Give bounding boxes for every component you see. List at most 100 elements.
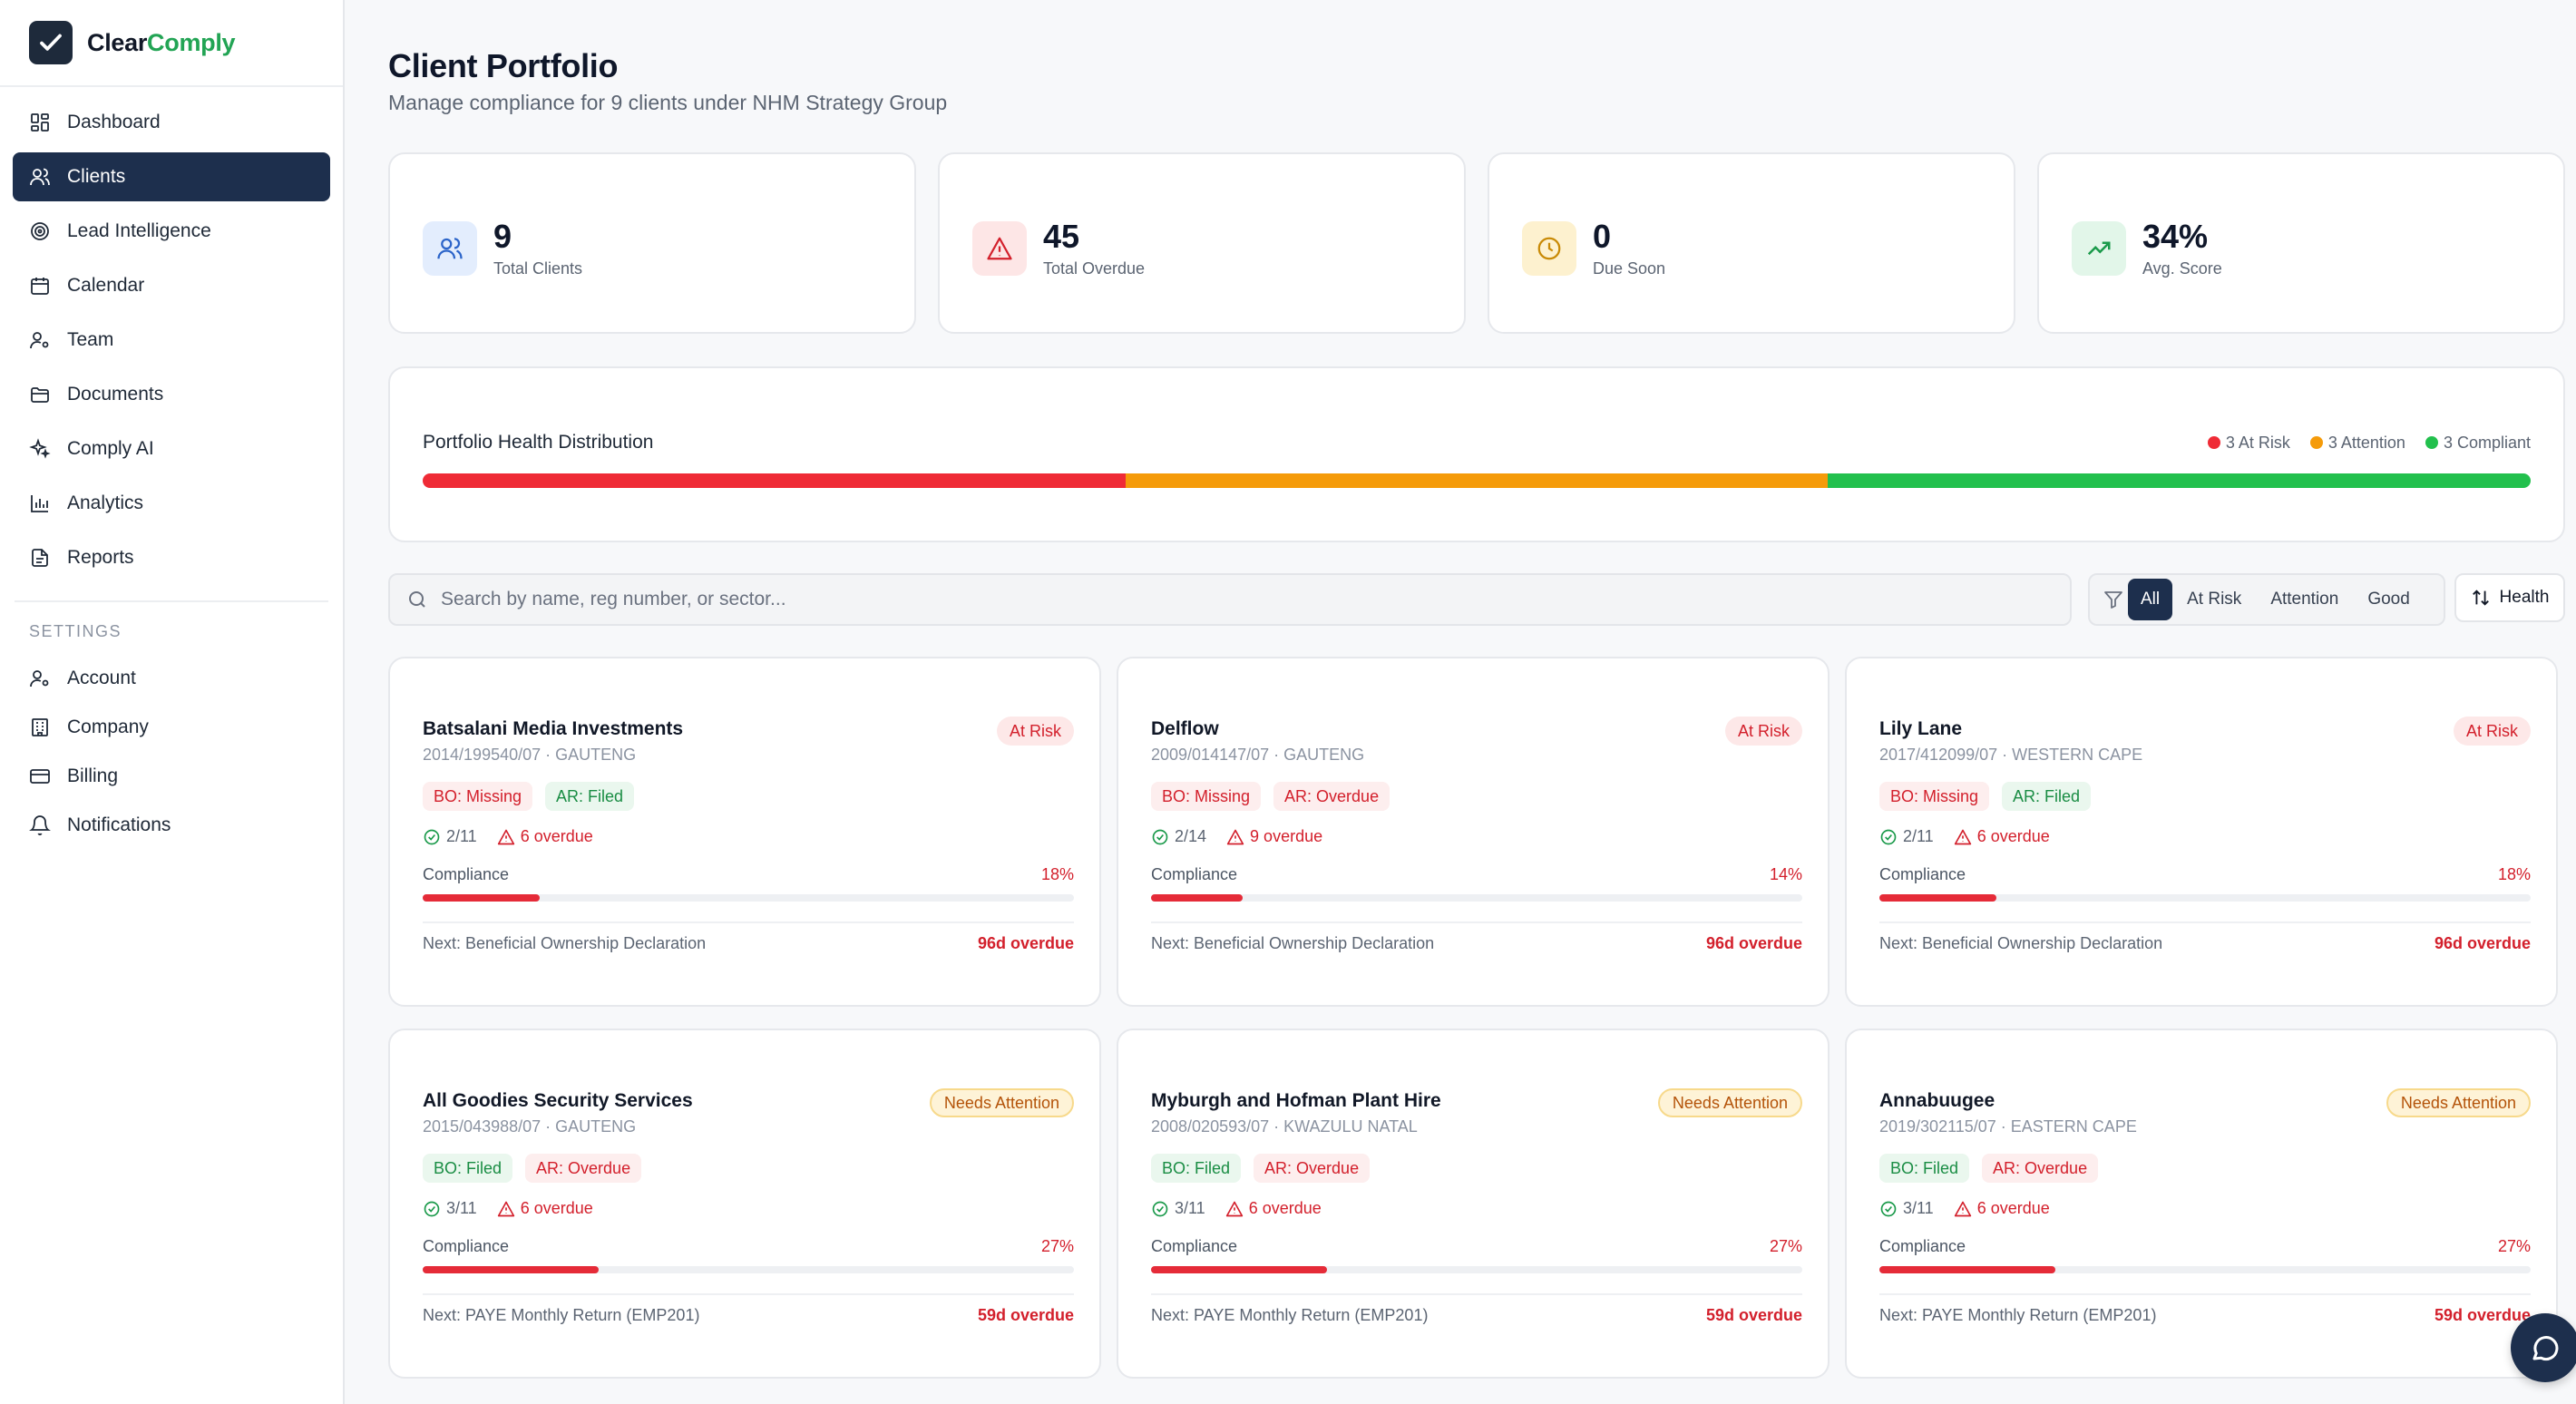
nav-clients[interactable]: Clients: [13, 152, 330, 201]
chat-bubble-icon: [2532, 1336, 2559, 1361]
client-card[interactable]: All Goodies Security Services 2015/04398…: [388, 1029, 1101, 1379]
overdue-count: 6 overdue: [497, 1199, 593, 1218]
compliance-progress-fill: [1879, 1266, 2055, 1273]
target-icon: [31, 222, 49, 240]
client-card[interactable]: Annabuugee 2019/302115/07 · EASTERN CAPE…: [1845, 1029, 2558, 1379]
chat-button[interactable]: [2511, 1313, 2576, 1382]
bo-tag: BO: Missing: [1151, 782, 1262, 811]
stat-value: 34%: [2142, 218, 2209, 255]
client-reg-number: 2008/020593/07 · KWAZULU NATAL: [1151, 1117, 1418, 1136]
card-divider: [1879, 1293, 2531, 1295]
settings-notifications-label: Notifications: [67, 814, 171, 835]
settings-account-label: Account: [67, 668, 136, 688]
card-divider: [423, 1293, 1074, 1295]
filter-at-risk[interactable]: At Risk: [2187, 590, 2242, 609]
ar-tag: AR: Overdue: [1982, 1154, 2099, 1183]
nav-comply-ai-label: Comply AI: [67, 438, 154, 459]
nav-reports[interactable]: Reports: [13, 533, 330, 582]
compliance-label: Compliance: [1151, 865, 1238, 883]
brand-name-part1: Clear: [87, 28, 148, 56]
sort-button[interactable]: Health: [2454, 573, 2565, 622]
status-badge: Needs Attention: [1657, 1088, 1802, 1117]
nav-documents[interactable]: Documents: [13, 370, 330, 419]
compliance-progress-fill: [423, 1266, 599, 1273]
filter-good[interactable]: Good: [2367, 590, 2410, 609]
stat-due-soon: 0 Due Soon: [1488, 152, 2015, 334]
status-badge: Needs Attention: [2386, 1088, 2531, 1117]
next-filing: Next: Beneficial Ownership Declaration: [1879, 934, 2163, 952]
nav-comply-ai[interactable]: Comply AI: [13, 424, 330, 473]
brand-name: ClearComply: [87, 28, 236, 57]
ar-tag: AR: Overdue: [1273, 782, 1390, 811]
task-counts: 3/11 6 overdue: [1879, 1199, 2050, 1218]
filing-tags: BO: Filed AR: Overdue: [1879, 1154, 2099, 1183]
search-input[interactable]: [441, 589, 1983, 610]
folder-icon: [31, 387, 49, 403]
ar-tag: AR: Filed: [2002, 782, 2092, 811]
client-reg-number: 2019/302115/07 · EASTERN CAPE: [1879, 1117, 2137, 1136]
health-distribution-bar: [423, 473, 2531, 488]
alert-triangle-icon: [1954, 829, 1971, 844]
status-badge: At Risk: [2453, 717, 2531, 746]
client-reg-number: 2009/014147/07 · GAUTENG: [1151, 746, 1365, 764]
alert-triangle-icon: [497, 829, 514, 844]
bo-tag: BO: Missing: [423, 782, 533, 811]
settings-company[interactable]: Company: [0, 703, 343, 752]
overdue-days: 96d overdue: [977, 934, 1074, 952]
sidebar-divider: [15, 600, 328, 602]
compliance-progress: [423, 1266, 1074, 1273]
legend-compliant: 3 Compliant: [2425, 434, 2531, 453]
overdue-days: 96d overdue: [1705, 934, 1802, 952]
compliance-progress-fill: [1151, 1266, 1327, 1273]
client-card[interactable]: Lily Lane 2017/412099/07 · WESTERN CAPE …: [1845, 657, 2558, 1007]
nav-calendar[interactable]: Calendar: [13, 261, 330, 310]
bo-tag: BO: Filed: [423, 1154, 513, 1183]
settings-company-label: Company: [67, 717, 149, 737]
trending-up-icon: [2072, 221, 2126, 276]
client-card[interactable]: Batsalani Media Investments 2014/199540/…: [388, 657, 1101, 1007]
nav-analytics[interactable]: Analytics: [13, 479, 330, 528]
stat-label: Total Clients: [493, 259, 583, 278]
nav-lead-intelligence[interactable]: Lead Intelligence: [13, 207, 330, 256]
filter-attention[interactable]: Attention: [2270, 590, 2339, 609]
stat-total-clients: 9 Total Clients: [388, 152, 916, 334]
nav-lead-intelligence-label: Lead Intelligence: [67, 220, 211, 241]
overdue-days: 59d overdue: [2434, 1306, 2531, 1324]
client-card[interactable]: Delflow 2009/014147/07 · GAUTENG At Risk…: [1117, 657, 1830, 1007]
filing-tags: BO: Missing AR: Overdue: [1151, 782, 1390, 811]
sort-arrows-icon: [2472, 590, 2489, 606]
credit-card-icon: [30, 769, 50, 784]
building-icon: [32, 718, 48, 736]
check-circle-icon: [1880, 1201, 1897, 1216]
settings-billing[interactable]: Billing: [0, 752, 343, 801]
card-divider: [1879, 921, 2531, 923]
compliance-label: Compliance: [1879, 865, 1966, 883]
clock-icon: [1522, 221, 1576, 276]
user-cog-icon: [30, 332, 49, 349]
nav-dashboard[interactable]: Dashboard: [13, 98, 330, 147]
client-name: All Goodies Security Services: [423, 1090, 693, 1111]
search-icon: [409, 591, 425, 608]
compliance-percent: 27%: [1769, 1237, 1802, 1255]
client-name: Delflow: [1151, 718, 1219, 739]
filter-all[interactable]: All: [2128, 579, 2173, 620]
ar-tag: AR: Filed: [545, 782, 635, 811]
nav-team[interactable]: Team: [13, 316, 330, 365]
client-card[interactable]: Myburgh and Hofman Plant Hire 2008/02059…: [1117, 1029, 1830, 1379]
logo-check-icon: [29, 21, 73, 64]
overdue-days: 59d overdue: [1705, 1306, 1802, 1324]
settings-notifications[interactable]: Notifications: [0, 801, 343, 850]
search-box: [388, 573, 2072, 626]
filing-tags: BO: Missing AR: Filed: [1879, 782, 2092, 811]
status-badge: At Risk: [1724, 717, 1802, 746]
health-segment: [1125, 473, 1829, 488]
health-segment: [423, 473, 1126, 488]
compliance-progress: [1151, 894, 1802, 902]
settings-account[interactable]: Account: [0, 654, 343, 703]
nav-documents-label: Documents: [67, 384, 164, 405]
legend-attention: 3 Attention: [2309, 434, 2405, 453]
nav-clients-label: Clients: [67, 166, 126, 187]
status-filter-group: All At Risk Attention Good: [2088, 573, 2445, 626]
brand[interactable]: ClearComply: [0, 0, 343, 87]
alert-triangle-icon: [972, 221, 1027, 276]
